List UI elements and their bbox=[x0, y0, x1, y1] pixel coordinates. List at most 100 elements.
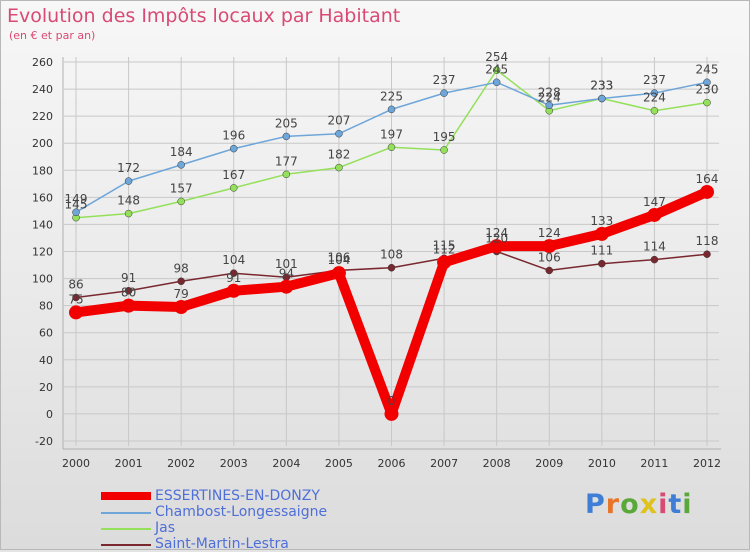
data-label-essertines: 79 bbox=[174, 287, 189, 301]
data-labels: 75 80 79 91 94 104 0 112 124 124 133 147 164 149 172 18… bbox=[65, 50, 719, 408]
point-essertines[interactable] bbox=[226, 283, 241, 298]
legend-swatch-saint-martin bbox=[101, 544, 151, 546]
point-chambost[interactable] bbox=[335, 129, 343, 138]
legend-item-chambost[interactable]: Chambost-Longessaigne bbox=[101, 504, 361, 520]
data-label-jas: 254 bbox=[485, 50, 508, 64]
point-chambost[interactable] bbox=[545, 101, 553, 110]
legend-item-saint-martin[interactable]: Saint-Martin-Lestra bbox=[101, 536, 361, 552]
x-tick-label: 2001 bbox=[115, 457, 143, 470]
legend: ESSERTINES-EN-DONZY Chambost-Longessaign… bbox=[101, 488, 361, 552]
y-tick-label: -20 bbox=[35, 435, 53, 448]
data-label-essertines: 91 bbox=[226, 271, 241, 285]
point-essertines[interactable] bbox=[489, 239, 504, 254]
point-jas[interactable] bbox=[124, 209, 133, 218]
data-label-jas: 233 bbox=[590, 79, 613, 93]
data-label-saint-martin: 120 bbox=[485, 232, 508, 246]
legend-label-jas: Jas bbox=[155, 520, 176, 536]
point-saint-martin[interactable] bbox=[598, 259, 606, 268]
data-label-saint-martin: 86 bbox=[68, 278, 83, 292]
point-chambost[interactable] bbox=[387, 105, 396, 114]
point-saint-martin[interactable] bbox=[650, 255, 659, 264]
point-chambost[interactable] bbox=[650, 89, 659, 97]
data-label-saint-martin: 118 bbox=[696, 234, 719, 248]
data-label-saint-martin: 108 bbox=[380, 248, 403, 262]
point-essertines[interactable] bbox=[594, 226, 609, 241]
data-label-saint-martin: 104 bbox=[222, 253, 245, 267]
point-chambost[interactable] bbox=[282, 132, 291, 141]
data-label-jas: 157 bbox=[170, 181, 193, 195]
point-essertines[interactable] bbox=[542, 239, 557, 254]
point-jas[interactable] bbox=[440, 146, 448, 154]
point-saint-martin[interactable] bbox=[230, 269, 238, 277]
x-tick-label: 2006 bbox=[378, 457, 406, 470]
legend-label-essertines: ESSERTINES-EN-DONZY bbox=[155, 488, 320, 504]
point-jas[interactable] bbox=[492, 66, 501, 74]
point-chambost[interactable] bbox=[440, 89, 448, 97]
point-essertines[interactable] bbox=[279, 279, 294, 294]
point-saint-martin[interactable] bbox=[703, 250, 711, 258]
point-chambost[interactable] bbox=[177, 161, 185, 169]
y-tick-label: 240 bbox=[32, 83, 53, 96]
point-jas[interactable] bbox=[335, 163, 343, 172]
logo-letter: P bbox=[585, 489, 606, 520]
data-label-jas: 148 bbox=[117, 194, 140, 208]
point-chambost[interactable] bbox=[598, 94, 606, 103]
legend-swatch-essertines bbox=[101, 492, 151, 500]
point-chambost[interactable] bbox=[703, 78, 711, 87]
data-label-jas: 224 bbox=[643, 91, 666, 105]
point-saint-martin[interactable] bbox=[177, 277, 185, 286]
point-essertines[interactable] bbox=[331, 266, 346, 281]
data-label-essertines: 75 bbox=[68, 292, 83, 306]
data-label-saint-martin: 106 bbox=[538, 250, 561, 264]
point-essertines[interactable] bbox=[384, 406, 399, 421]
logo-letter: i bbox=[682, 489, 693, 520]
data-label-chambost: 245 bbox=[485, 62, 508, 76]
point-jas[interactable] bbox=[650, 106, 659, 115]
point-jas[interactable] bbox=[703, 98, 711, 107]
y-tick-label: 260 bbox=[32, 56, 53, 69]
legend-label-saint-martin: Saint-Martin-Lestra bbox=[155, 536, 289, 552]
point-essertines[interactable] bbox=[69, 305, 83, 320]
point-saint-martin[interactable] bbox=[124, 287, 133, 295]
data-label-saint-martin: 91 bbox=[121, 271, 136, 285]
logo-letter: x bbox=[639, 489, 659, 520]
logo-letter: t bbox=[668, 489, 683, 520]
point-jas[interactable] bbox=[177, 197, 185, 206]
data-label-essertines: 0 bbox=[388, 394, 396, 408]
legend-item-essertines[interactable]: ESSERTINES-EN-DONZY bbox=[101, 488, 361, 504]
legend-item-jas[interactable]: Jas bbox=[101, 520, 361, 536]
x-tick-label: 2003 bbox=[220, 457, 248, 470]
point-chambost[interactable] bbox=[230, 144, 238, 153]
point-saint-martin[interactable] bbox=[72, 293, 80, 302]
x-tick-label: 2009 bbox=[535, 457, 563, 470]
y-tick-label: 120 bbox=[32, 246, 53, 259]
data-label-jas: 177 bbox=[275, 154, 298, 168]
point-essertines[interactable] bbox=[174, 299, 189, 314]
logo-letter: o bbox=[620, 489, 640, 520]
point-jas[interactable] bbox=[282, 170, 291, 179]
legend-swatch-jas bbox=[101, 528, 151, 530]
point-essertines[interactable] bbox=[647, 207, 662, 222]
point-jas[interactable] bbox=[387, 143, 396, 152]
point-saint-martin[interactable] bbox=[545, 266, 553, 275]
point-chambost[interactable] bbox=[124, 177, 133, 185]
y-tick-label: 80 bbox=[39, 300, 53, 313]
logo-letter: r bbox=[605, 489, 621, 520]
data-label-essertines: 80 bbox=[121, 286, 136, 300]
point-essertines[interactable] bbox=[700, 184, 714, 199]
data-label-chambost: 205 bbox=[275, 116, 298, 130]
point-saint-martin[interactable] bbox=[387, 263, 396, 272]
data-label-chambost: 233 bbox=[590, 79, 613, 93]
data-label-chambost: 184 bbox=[170, 145, 193, 159]
data-label-saint-martin: 114 bbox=[643, 240, 666, 254]
chart-title: Evolution des Impôts locaux par Habitant bbox=[7, 5, 401, 27]
axes bbox=[62, 57, 721, 450]
chart-subtitle: (en € et par an) bbox=[9, 29, 96, 42]
point-essertines[interactable] bbox=[121, 298, 136, 313]
point-chambost[interactable] bbox=[72, 208, 80, 216]
point-essertines[interactable] bbox=[437, 255, 452, 270]
y-tick-label: 180 bbox=[32, 164, 53, 177]
point-jas[interactable] bbox=[230, 184, 238, 192]
point-chambost[interactable] bbox=[492, 78, 501, 87]
